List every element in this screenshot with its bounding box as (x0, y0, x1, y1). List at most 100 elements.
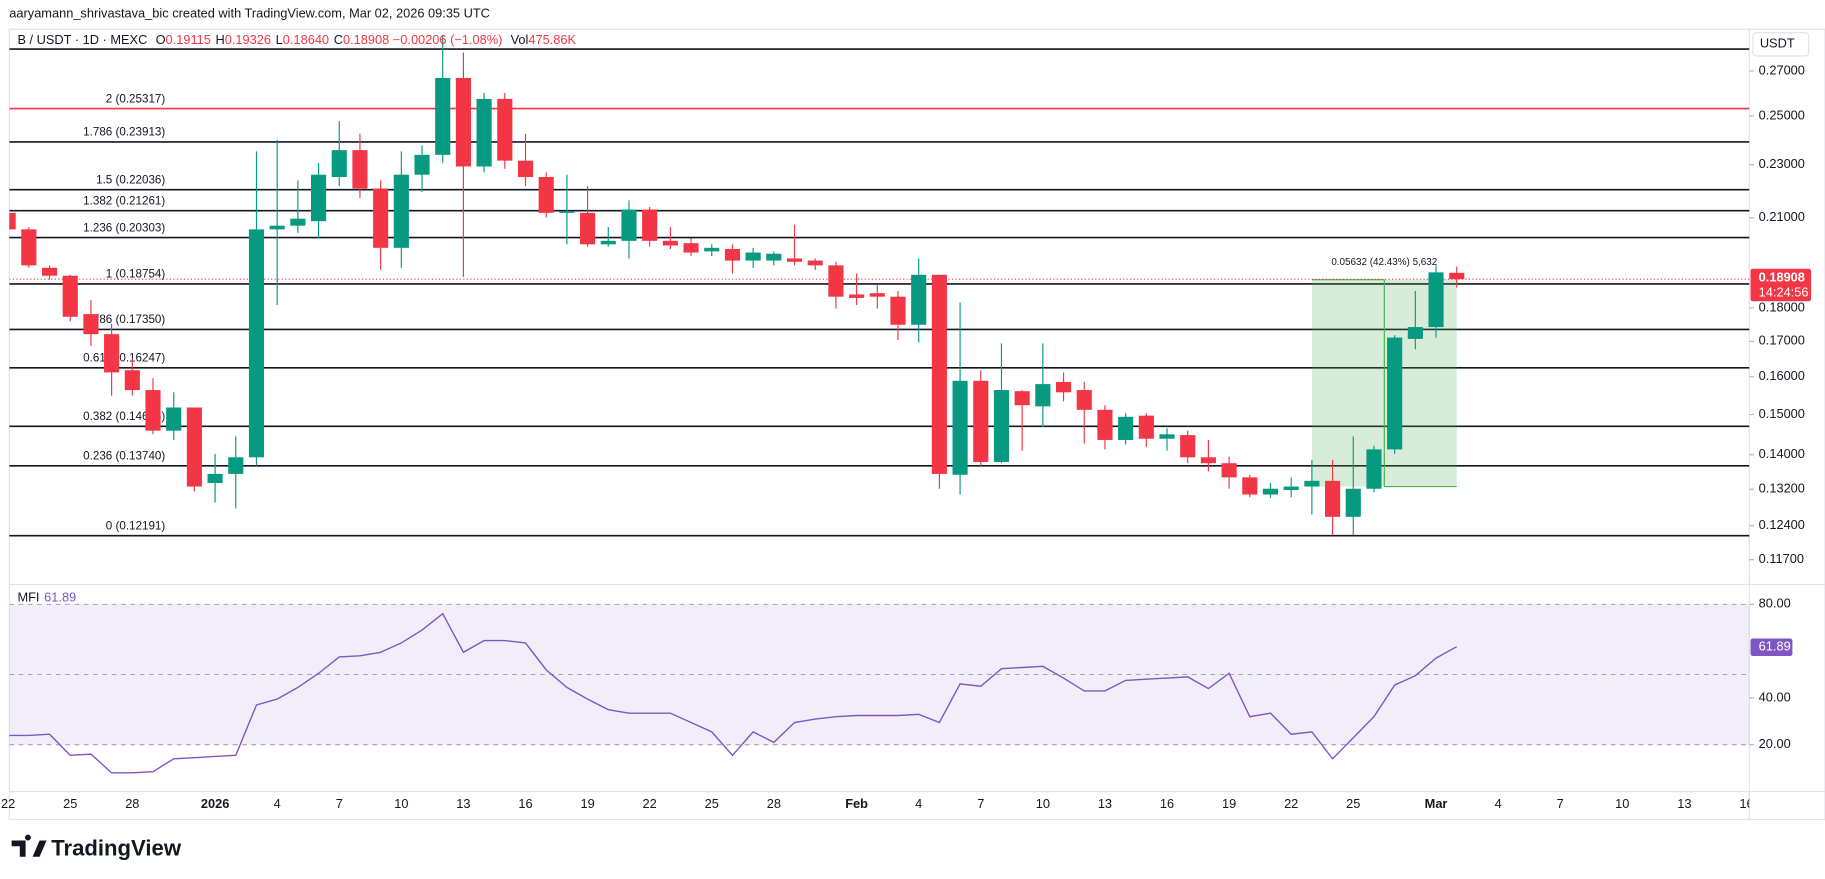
fib-label: 0 (0.12191) (106, 519, 166, 532)
measure-label: 0.05632 (42.43%) 5,632 (1331, 257, 1437, 268)
fib-label: 1.5 (0.22036) (96, 173, 165, 186)
candle-body (517, 160, 534, 178)
x-tick-label: 4 (1495, 796, 1502, 811)
x-tick-label: 22 (643, 796, 657, 811)
candle-body (931, 274, 947, 474)
ohlc-value: 0.19115 (166, 32, 211, 47)
x-tick-label: 19 (1222, 796, 1236, 811)
candle-body (993, 390, 1010, 462)
candle-body (1283, 486, 1299, 491)
volume-key: Vol (511, 32, 529, 47)
candle-body (1325, 480, 1341, 517)
ohlc-key: L (276, 32, 283, 47)
price-tag (1750, 268, 1812, 302)
y-tick-label: 0.23000 (1759, 156, 1805, 171)
currency-box[interactable] (1752, 32, 1810, 57)
fib-label: 0.236 (0.13740) (83, 450, 165, 463)
candle-body (228, 457, 244, 474)
y-tick-label: 0.18000 (1759, 299, 1805, 314)
plot-area: 2 (0.25317) 1.786 (0.23913) 1.5 (0.22036) 1… (9, 34, 1750, 774)
candle-body (1366, 449, 1382, 489)
x-tick-label: 10 (1615, 796, 1629, 811)
ohlc-value: 0.18640 (283, 32, 329, 47)
candle-body (145, 390, 161, 431)
mfi-line (9, 612, 1458, 774)
candle-body (124, 370, 140, 391)
candle-body (1138, 415, 1154, 439)
y-tick-label: 40.00 (1759, 689, 1791, 704)
candle-body (269, 225, 285, 230)
y-tick-label: 0.27000 (1759, 62, 1805, 77)
candle-body (248, 229, 265, 458)
candle-body (373, 188, 389, 248)
currency: USDT (1760, 36, 1795, 51)
candle-body (331, 150, 347, 178)
fib-label: 0.786 (0.17350) (83, 313, 165, 326)
y-tick-label: 0.12400 (1759, 517, 1805, 532)
candle-body (476, 98, 492, 167)
candle-body (393, 174, 409, 248)
x-tick-label: 4 (274, 796, 281, 811)
y-tick-label: 0.17000 (1759, 333, 1805, 348)
y-tick-label: 0.21000 (1759, 209, 1805, 224)
candle-body (538, 177, 554, 213)
candle-body (662, 240, 678, 246)
candle-body (580, 212, 596, 245)
candle-body (952, 380, 968, 475)
candle-body (83, 314, 99, 335)
y-tick-label: 0.25000 (1759, 107, 1805, 122)
x-tick-label: 13 (456, 796, 470, 811)
x-tick-label: 28 (125, 796, 139, 811)
candle-body (683, 243, 699, 253)
candle-body (704, 247, 720, 252)
candle-body (1014, 391, 1030, 406)
candle-body (745, 252, 761, 261)
y-tick-label: 0.15000 (1759, 406, 1805, 421)
candle-body (1097, 409, 1113, 440)
price-tag-text: 0.18908 (1759, 269, 1805, 284)
candle-body (1387, 337, 1403, 450)
x-tick-label: 13 (1098, 796, 1112, 811)
candle-body (1055, 381, 1072, 393)
x-tick-label: 4 (915, 796, 922, 811)
fib-label: 1 (0.18754) (106, 268, 166, 281)
x-tick-label: 7 (1557, 796, 1564, 811)
x-tick-label: 7 (336, 796, 343, 811)
candle-body (435, 77, 451, 155)
mfi-tag (1750, 638, 1793, 657)
candle-body (290, 218, 306, 226)
y-tick-label: 80.00 (1759, 596, 1791, 611)
candle-body (1407, 327, 1423, 339)
ohlc-key: O (156, 32, 166, 47)
ohlc-value: 0.19326 (225, 32, 271, 47)
candle-body (207, 473, 223, 484)
fib-label: 0.618 (0.16247) (83, 352, 165, 365)
candle-body (828, 265, 844, 297)
x-tick-label: 7 (977, 796, 984, 811)
candle-body (1118, 416, 1134, 440)
candle-body (1345, 488, 1361, 517)
x-tick-label: 16 (518, 796, 532, 811)
change: −0.00206 (−1.08%) (393, 32, 503, 47)
candle-body (1449, 272, 1465, 280)
indicator-title: MFI 61.89 (17, 590, 76, 605)
candle-body (807, 260, 823, 266)
candle-body (1180, 435, 1196, 458)
y-tick-label: 20.00 (1759, 736, 1791, 751)
candle-body (600, 240, 616, 245)
legend: B / USDT · 1D · MEXC O0.19115 H0.19326 L0.… (17, 32, 576, 47)
candle-body (890, 296, 906, 325)
y-tick-label: 0.14000 (1759, 446, 1805, 461)
x-tick-label: 16 (1739, 796, 1753, 811)
x-tick-label: 13 (1677, 796, 1691, 811)
x-tick-label: Mar (1425, 796, 1448, 811)
credit: aaryamann_shrivastava_bic created with T… (9, 5, 490, 20)
candle-body (1159, 434, 1175, 439)
candle-body (786, 258, 803, 262)
candle-body (310, 174, 327, 222)
ohlc-key: H (216, 32, 225, 47)
candle-body (497, 98, 513, 161)
